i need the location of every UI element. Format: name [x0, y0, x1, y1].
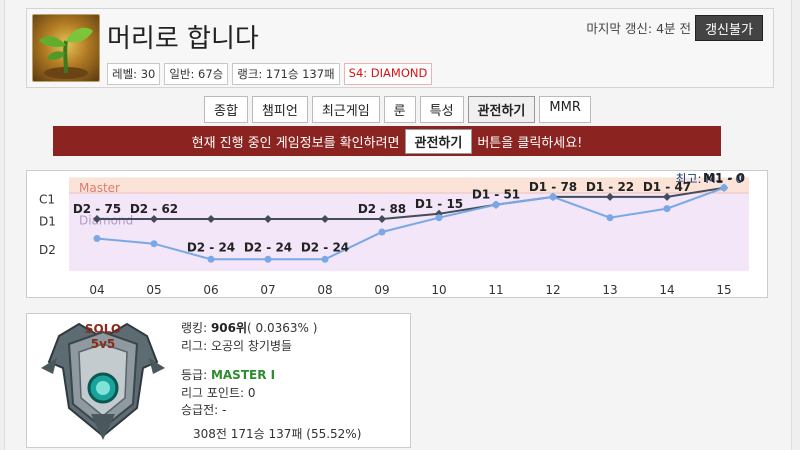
tab-overview[interactable]: 종합: [204, 96, 248, 123]
y-axis-label: D1: [39, 215, 56, 229]
x-axis-label: 07: [260, 283, 275, 297]
series-0-point: [207, 215, 215, 223]
solo-rank-card: SOLO 5v5 랭킹: 906위( 0.0363% ) 리그: 오공의 창기병…: [26, 313, 411, 448]
series-0-point: [435, 209, 443, 218]
diamond-band: [69, 193, 749, 271]
band-label-master: Master: [79, 181, 120, 195]
league-name: 리그: 오공의 창기병들: [181, 338, 293, 353]
profile-header: 머리로 합니다 레벨: 30 일반: 67승 랭크: 171승 137패 S4:…: [26, 8, 774, 88]
tier-line: 등급: MASTER I: [181, 367, 317, 385]
series-1-point: [549, 193, 557, 201]
series-1-point: [93, 235, 101, 242]
series-0-point: [264, 215, 272, 223]
ranking-percent: ( 0.0363% ): [247, 321, 318, 335]
series-1-point: [150, 240, 158, 248]
ranked-record-chip: 랭크: 171승 137패: [232, 63, 340, 85]
x-axis-label: 08: [317, 283, 332, 297]
point-label: D1 - 22: [586, 180, 634, 194]
series-0-point: [321, 215, 329, 223]
summoner-name: 머리로 합니다: [107, 24, 259, 54]
chart-canvas: Master Diamond C1 D1 D2 최고: M1 - 0 04 05 06 07 08 0…: [39, 171, 749, 297]
point-label: D2 - 62: [130, 202, 178, 216]
spectate-banner: 현재 진행 중인 게임정보를 확인하려면 관전하기 버튼을 클릭하세요!: [53, 126, 721, 156]
tab-champions[interactable]: 챔피언: [251, 96, 308, 123]
master-band: [69, 177, 749, 193]
series-0-point: [663, 192, 671, 201]
rank-details: 랭킹: 906위( 0.0363% ) 리그: 오공의 창기병들 등급: MAS…: [181, 320, 317, 420]
last-updated: 마지막 갱신: 4분 전: [586, 21, 691, 36]
series-1-point: [207, 255, 215, 263]
series-0-point: [150, 215, 158, 223]
y-axis-label: C1: [39, 193, 55, 207]
x-axis-label: 15: [716, 283, 731, 297]
tab-spectate[interactable]: 관전하기: [467, 96, 536, 123]
point-label: D1 - 51: [472, 188, 520, 202]
point-label: M1 - 0: [703, 171, 745, 185]
tier-history-chart: Master Diamond C1 D1 D2 최고: M1 - 0 04 05 06 07 08 0…: [26, 170, 768, 298]
x-axis-label: 06: [203, 283, 218, 297]
series-1-point: [663, 205, 671, 213]
queue-type: SOLO: [84, 322, 122, 336]
ranking-label: 랭킹:: [181, 321, 211, 335]
point-label: D2 - 75: [73, 202, 121, 216]
tab-masteries[interactable]: 특성: [419, 96, 464, 123]
profile-tabs: 종합 챔피언 최근게임 룬 특성 관전하기 MMR: [204, 96, 591, 123]
x-axis-label: 14: [659, 283, 674, 297]
normal-wins-chip: 일반: 67승: [164, 63, 229, 85]
band-label-diamond: Diamond: [79, 213, 133, 227]
series-line-1: [96, 186, 725, 261]
series-1-point: [264, 255, 272, 263]
tier-value: MASTER I: [210, 368, 276, 382]
point-label: D1 - 15: [415, 197, 463, 211]
season-record: 308전 171승 137패 (55.52%): [193, 427, 362, 441]
ranking-line: 랭킹: 906위( 0.0363% ): [181, 320, 317, 338]
point-label: D2 - 24: [301, 240, 349, 254]
x-axis-label: 09: [374, 283, 389, 297]
tab-mmr[interactable]: MMR: [539, 96, 591, 123]
series-1-point: [378, 228, 386, 236]
update-button[interactable]: 갱신불가: [695, 15, 763, 41]
ranking-value: 906위: [210, 321, 248, 335]
point-label: D1 - 78: [529, 180, 577, 194]
series-1-point: [720, 184, 728, 192]
spacer: [181, 355, 317, 367]
season-tier-chip: S4: DIAMOND: [343, 63, 433, 85]
series-0-point: [378, 215, 386, 223]
level-chip: 레벨: 30: [107, 63, 161, 85]
banner-text-before: 현재 진행 중인 게임정보를 확인하려면: [191, 135, 400, 151]
series-1-point: [321, 255, 329, 263]
master-emblem-icon: [41, 322, 165, 440]
point-label: D2 - 88: [358, 202, 406, 216]
best-tier-label: 최고: M1 - 0: [675, 172, 743, 186]
promo-series: 승급전: -: [181, 403, 227, 417]
point-label: D2 - 24: [244, 240, 292, 254]
profile-icon: [32, 14, 100, 82]
series-line-0: [97, 186, 725, 220]
x-axis-label: 10: [431, 283, 446, 297]
point-label: D1 - 47: [643, 180, 691, 194]
league-points: 리그 포인트: 0: [181, 385, 256, 400]
master-emblem: SOLO 5v5: [39, 318, 167, 440]
spectate-button[interactable]: 관전하기: [404, 128, 473, 154]
series-1-point: [435, 214, 443, 222]
x-axis-label: 05: [146, 283, 161, 297]
tab-runes[interactable]: 룬: [383, 96, 416, 123]
tier-label: 등급:: [181, 368, 211, 382]
tab-recent-games[interactable]: 최근게임: [311, 96, 380, 123]
x-axis-label: 12: [545, 283, 560, 297]
x-axis-label: 04: [89, 283, 104, 297]
queue-sub: 5v5: [90, 337, 116, 351]
series-0-point: [606, 192, 614, 201]
series-1-point: [606, 214, 614, 222]
x-axis-label: 13: [602, 283, 617, 297]
series-0-point: [93, 215, 101, 223]
summary-chips: 레벨: 30 일반: 67승 랭크: 171승 137패 S4: DIAMOND: [107, 63, 433, 85]
banner-text-after: 버튼을 클릭하세요!: [477, 135, 583, 151]
y-axis-label: D2: [39, 243, 56, 257]
x-axis-label: 11: [488, 283, 503, 297]
point-label: D2 - 24: [187, 240, 235, 254]
series-1-point: [492, 201, 500, 209]
